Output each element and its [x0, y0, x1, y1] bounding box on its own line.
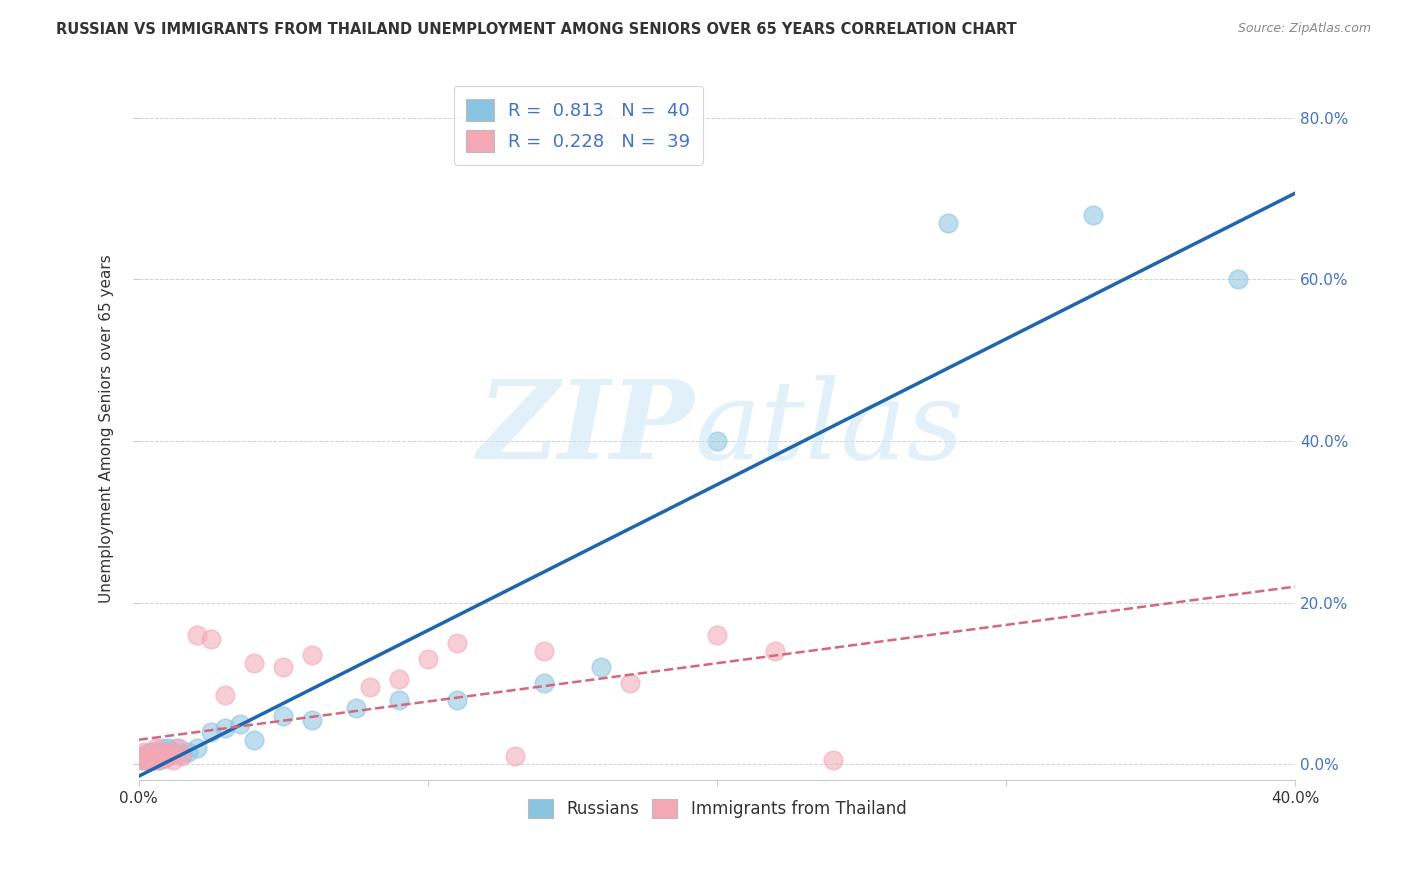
Point: [148, 753, 170, 767]
Point: [533, 644, 555, 658]
Point: [214, 689, 236, 703]
Text: ZIP: ZIP: [477, 376, 695, 483]
Point: [170, 749, 193, 764]
Point: [150, 749, 173, 764]
Point: [145, 750, 167, 764]
Point: [139, 750, 162, 764]
Point: [131, 753, 153, 767]
Point: [186, 741, 208, 756]
Point: [136, 753, 159, 767]
Point: [821, 753, 844, 767]
Point: [159, 745, 181, 759]
Point: [706, 434, 728, 448]
Point: [153, 745, 176, 759]
Point: [619, 676, 641, 690]
Point: [139, 749, 162, 764]
Point: [162, 753, 184, 767]
Point: [153, 750, 176, 764]
Point: [591, 660, 613, 674]
Point: [142, 753, 165, 767]
Point: [503, 749, 526, 764]
Point: [170, 747, 193, 762]
Text: RUSSIAN VS IMMIGRANTS FROM THAILAND UNEMPLOYMENT AMONG SENIORS OVER 65 YEARS COR: RUSSIAN VS IMMIGRANTS FROM THAILAND UNEM…: [56, 22, 1017, 37]
Point: [388, 692, 411, 706]
Point: [150, 741, 173, 756]
Point: [131, 753, 153, 767]
Point: [134, 750, 156, 764]
Point: [145, 750, 167, 764]
Point: [706, 628, 728, 642]
Point: [162, 745, 184, 759]
Point: [131, 749, 153, 764]
Point: [344, 700, 367, 714]
Point: [145, 747, 167, 762]
Point: [763, 644, 786, 658]
Point: [186, 628, 208, 642]
Point: [148, 753, 170, 767]
Point: [139, 750, 162, 764]
Point: [150, 749, 173, 764]
Point: [136, 753, 159, 767]
Point: [243, 732, 266, 747]
Point: [148, 747, 170, 762]
Point: [271, 708, 294, 723]
Text: atlas: atlas: [695, 376, 963, 483]
Point: [243, 656, 266, 670]
Point: [301, 648, 323, 662]
Point: [167, 741, 190, 756]
Point: [446, 692, 468, 706]
Point: [134, 745, 156, 759]
Point: [156, 749, 179, 764]
Y-axis label: Unemployment Among Seniors over 65 years: Unemployment Among Seniors over 65 years: [100, 254, 114, 603]
Point: [136, 747, 159, 762]
Point: [446, 636, 468, 650]
Point: [388, 673, 411, 687]
Point: [271, 660, 294, 674]
Point: [938, 216, 960, 230]
Point: [200, 724, 222, 739]
Point: [359, 681, 381, 695]
Legend: Russians, Immigrants from Thailand: Russians, Immigrants from Thailand: [522, 793, 912, 825]
Point: [200, 632, 222, 646]
Point: [145, 741, 167, 756]
Point: [148, 745, 170, 759]
Point: [142, 749, 165, 764]
Point: [136, 747, 159, 762]
Point: [142, 745, 165, 759]
Point: [153, 750, 176, 764]
Point: [156, 741, 179, 756]
Point: [156, 749, 179, 764]
Point: [229, 716, 252, 731]
Point: [165, 747, 187, 762]
Point: [165, 741, 187, 756]
Point: [139, 745, 162, 759]
Point: [150, 745, 173, 759]
Point: [416, 652, 439, 666]
Point: [142, 753, 165, 767]
Text: Source: ZipAtlas.com: Source: ZipAtlas.com: [1237, 22, 1371, 36]
Point: [177, 745, 200, 759]
Point: [533, 676, 555, 690]
Point: [1226, 272, 1249, 286]
Point: [301, 713, 323, 727]
Point: [134, 750, 156, 764]
Point: [214, 721, 236, 735]
Point: [1081, 208, 1104, 222]
Point: [159, 747, 181, 762]
Point: [134, 749, 156, 764]
